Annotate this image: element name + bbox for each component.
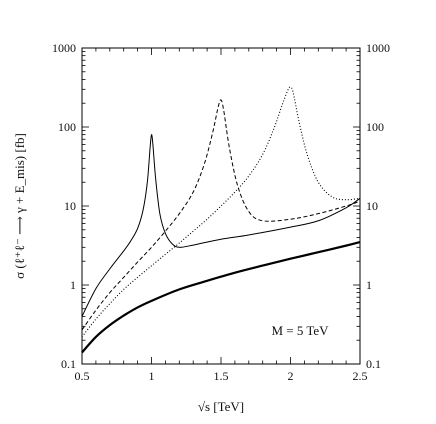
y-tick-label-right: 1 bbox=[366, 278, 372, 292]
y-tick-label-left: 10 bbox=[64, 199, 76, 213]
y-axis-label: σ (ℓ⁺ℓ⁻ ⟶ γ + E_mis) [fb] bbox=[12, 133, 27, 279]
series-line-solid-thin bbox=[81, 134, 361, 317]
x-axis-label: √s [TeV] bbox=[198, 399, 244, 414]
y-tick-label-right: 1000 bbox=[366, 41, 390, 55]
series-line-dotted bbox=[81, 86, 361, 338]
series-line-dashed bbox=[81, 99, 361, 331]
x-tick-label: 0.5 bbox=[75, 369, 90, 383]
y-tick-label-right: 100 bbox=[366, 120, 384, 134]
x-tick-label: 2.5 bbox=[353, 369, 368, 383]
mass-annotation: M = 5 TeV bbox=[271, 323, 329, 338]
y-tick-label-left: 1 bbox=[70, 278, 76, 292]
y-tick-label-right: 10 bbox=[366, 199, 378, 213]
x-tick-label: 1 bbox=[149, 369, 155, 383]
y-tick-label-left: 1000 bbox=[52, 41, 76, 55]
series-layer bbox=[81, 86, 361, 354]
y-tick-label-left: 0.1 bbox=[61, 357, 76, 371]
x-tick-label: 1.5 bbox=[214, 369, 229, 383]
y-tick-label-right: 0.1 bbox=[366, 357, 381, 371]
series-line-solid-thick bbox=[81, 240, 361, 354]
y-tick-label-left: 100 bbox=[58, 120, 76, 134]
x-tick-label: 2 bbox=[288, 369, 294, 383]
axis-ticks bbox=[81, 48, 361, 365]
